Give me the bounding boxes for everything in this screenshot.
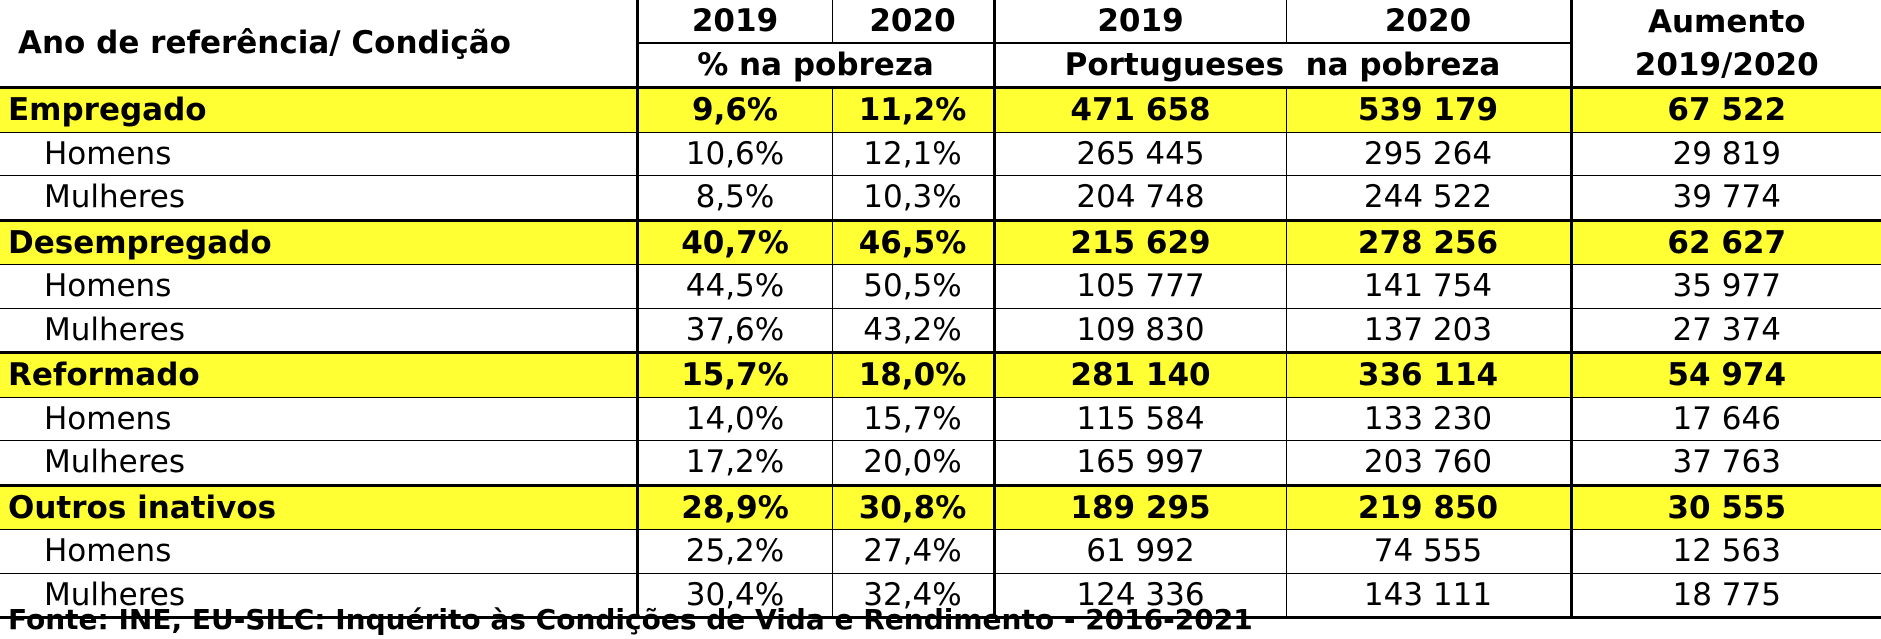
source-note: Fonte: INE, EU-SILC: Inquérito às Condiç… — [8, 603, 1253, 636]
header-year-pt-2020: 2020 — [1285, 0, 1571, 43]
pct-2020-cell: 32,4% — [831, 572, 994, 619]
pt-2020-cell: 244 522 — [1285, 175, 1571, 220]
row-label: Desempregado — [0, 218, 637, 265]
increase-cell: 35 977 — [1569, 264, 1881, 308]
pt-2020-cell: 203 760 — [1285, 440, 1571, 485]
subgroup-row: Mulheres 30,4% 32,4% 124 336 143 111 18 775 — [0, 572, 1881, 619]
header-year-pct-2019: 2019 — [635, 0, 832, 43]
pt-2020-cell: 143 111 — [1285, 572, 1571, 619]
pt-2019-cell: 471 658 — [992, 86, 1286, 132]
pt-2020-cell: 278 256 — [1285, 218, 1571, 265]
row-label: Outros inativos — [0, 483, 637, 530]
header-group-pct: % na pobreza — [635, 42, 994, 88]
pt-2019-cell: 105 777 — [992, 264, 1286, 308]
header-increase-line2: 2019/2020 — [1569, 43, 1881, 88]
pt-2019-cell: 109 830 — [992, 307, 1286, 353]
pt-2020-cell: 539 179 — [1285, 86, 1571, 132]
row-label: Homens — [0, 529, 637, 573]
header-group-pt: Portugueses na pobreza — [992, 42, 1571, 88]
pct-2020-cell: 11,2% — [831, 86, 994, 132]
pct-2019-cell: 17,2% — [635, 440, 832, 485]
header-year-pt-2019: 2019 — [992, 0, 1286, 43]
category-row: Empregado 9,6% 11,2% 471 658 539 179 67 522 — [0, 86, 1881, 132]
pt-2019-cell: 61 992 — [992, 529, 1286, 573]
increase-cell: 67 522 — [1569, 86, 1881, 132]
pt-2020-cell: 219 850 — [1285, 483, 1571, 530]
pt-2019-cell: 215 629 — [992, 218, 1286, 265]
row-label: Mulheres — [0, 307, 637, 353]
subgroup-row: Mulheres 17,2% 20,0% 165 997 203 760 37 763 — [0, 440, 1881, 485]
pt-2019-cell: 124 336 — [992, 572, 1286, 619]
row-label: Mulheres — [0, 440, 637, 485]
increase-cell: 27 374 — [1569, 307, 1881, 353]
pct-2019-cell: 15,7% — [635, 351, 832, 397]
pct-2019-cell: 30,4% — [635, 572, 832, 619]
pt-2020-cell: 295 264 — [1285, 131, 1571, 176]
pct-2019-cell: 40,7% — [635, 218, 832, 265]
pct-2019-cell: 37,6% — [635, 307, 832, 353]
category-row: Desempregado 40,7% 46,5% 215 629 278 256 62 6… — [0, 218, 1881, 265]
pct-2019-cell: 14,0% — [635, 396, 832, 441]
increase-cell: 62 627 — [1569, 218, 1881, 265]
pct-2019-cell: 28,9% — [635, 483, 832, 530]
increase-cell: 37 763 — [1569, 440, 1881, 485]
pct-2019-cell: 25,2% — [635, 529, 832, 573]
poverty-table: Ano de referência/ Condição 2019 2020 20… — [0, 0, 1881, 619]
row-label: Homens — [0, 131, 637, 176]
increase-cell: 30 555 — [1569, 483, 1881, 530]
pct-2020-cell: 12,1% — [831, 131, 994, 176]
header-year-pct-2020: 2020 — [831, 0, 994, 43]
pct-2020-cell: 30,8% — [831, 483, 994, 530]
pt-2019-cell: 189 295 — [992, 483, 1286, 530]
pct-2020-cell: 50,5% — [831, 264, 994, 308]
increase-cell: 12 563 — [1569, 529, 1881, 573]
increase-cell: 54 974 — [1569, 351, 1881, 397]
pct-2019-cell: 44,5% — [635, 264, 832, 308]
pct-2019-cell: 9,6% — [635, 86, 832, 132]
pt-2020-cell: 336 114 — [1285, 351, 1571, 397]
pct-2020-cell: 46,5% — [831, 218, 994, 265]
subgroup-row: Mulheres 37,6% 43,2% 109 830 137 203 27 374 — [0, 307, 1881, 353]
subgroup-row: Homens 10,6% 12,1% 265 445 295 264 29 819 — [0, 131, 1881, 176]
row-label: Reformado — [0, 351, 637, 397]
row-label: Mulheres — [0, 572, 637, 619]
row-label: Homens — [0, 396, 637, 441]
pct-2020-cell: 15,7% — [831, 396, 994, 441]
header-increase-line1: Aumento — [1569, 0, 1881, 43]
row-label: Homens — [0, 264, 637, 308]
pct-2020-cell: 20,0% — [831, 440, 994, 485]
pt-2019-cell: 265 445 — [992, 131, 1286, 176]
pt-2019-cell: 281 140 — [992, 351, 1286, 397]
pct-2020-cell: 18,0% — [831, 351, 994, 397]
subgroup-row: Homens 44,5% 50,5% 105 777 141 754 35 977 — [0, 264, 1881, 308]
increase-cell: 29 819 — [1569, 131, 1881, 176]
pt-2020-cell: 74 555 — [1285, 529, 1571, 573]
pct-2020-cell: 10,3% — [831, 175, 994, 220]
pt-2020-cell: 133 230 — [1285, 396, 1571, 441]
row-label: Mulheres — [0, 175, 637, 220]
pt-2020-cell: 141 754 — [1285, 264, 1571, 308]
pt-2019-cell: 165 997 — [992, 440, 1286, 485]
pct-2020-cell: 27,4% — [831, 529, 994, 573]
pt-2019-cell: 204 748 — [992, 175, 1286, 220]
pt-2019-cell: 115 584 — [992, 396, 1286, 441]
subgroup-row: Homens 14,0% 15,7% 115 584 133 230 17 646 — [0, 396, 1881, 441]
table-body: Empregado 9,6% 11,2% 471 658 539 179 67 522 Ho… — [0, 86, 1881, 619]
row-label-header: Ano de referência/ Condição — [18, 25, 511, 61]
pct-2019-cell: 8,5% — [635, 175, 832, 220]
category-row: Outros inativos 28,9% 30,8% 189 295 219 850 3… — [0, 483, 1881, 530]
pt-2020-cell: 137 203 — [1285, 307, 1571, 353]
increase-cell: 18 775 — [1569, 572, 1881, 619]
subgroup-row: Homens 25,2% 27,4% 61 992 74 555 12 563 — [0, 529, 1881, 573]
category-row: Reformado 15,7% 18,0% 281 140 336 114 54 974 — [0, 351, 1881, 397]
pct-2019-cell: 10,6% — [635, 131, 832, 176]
pct-2020-cell: 43,2% — [831, 307, 994, 353]
increase-cell: 39 774 — [1569, 175, 1881, 220]
row-label: Empregado — [0, 86, 637, 132]
subgroup-row: Mulheres 8,5% 10,3% 204 748 244 522 39 774 — [0, 175, 1881, 220]
increase-cell: 17 646 — [1569, 396, 1881, 441]
